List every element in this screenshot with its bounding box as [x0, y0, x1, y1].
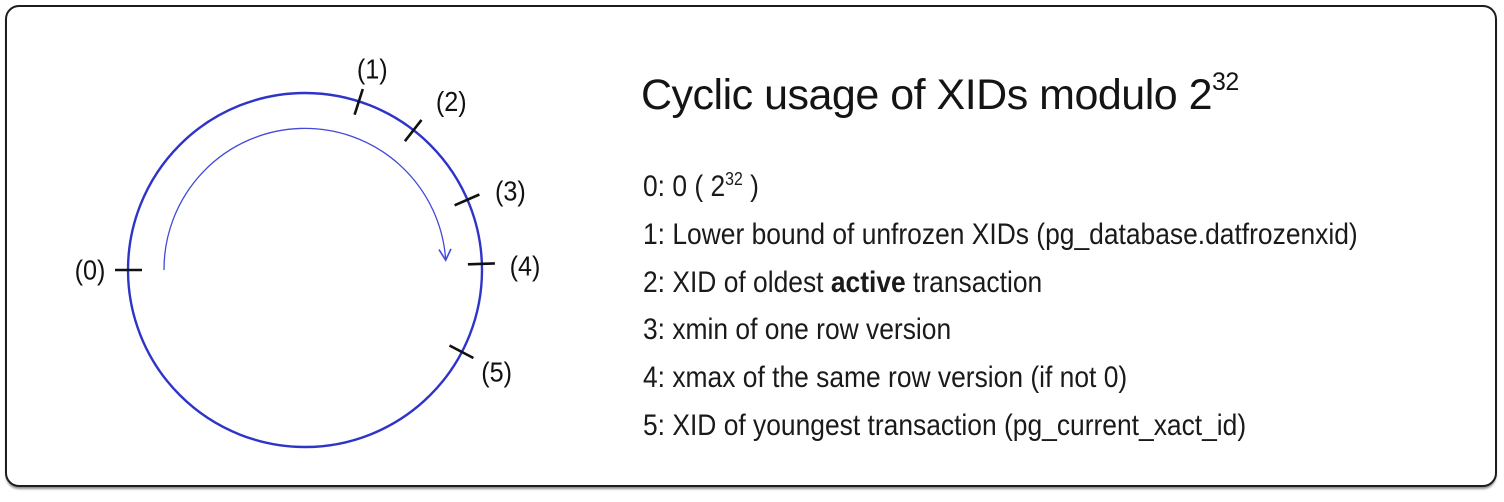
legend-item-3: 3: xmin of one row version: [643, 308, 1358, 356]
legend-item-text: 5: XID of youngest transaction (pg_curre…: [643, 408, 1247, 442]
page-title-text: Cyclic usage of XIDs modulo 2: [641, 71, 1213, 119]
legend-item-2: 2: XID of oldest active transaction: [643, 261, 1358, 309]
legend-item-4: 4: xmax of the same row version (if not …: [643, 356, 1358, 404]
tick-mark: [454, 193, 480, 207]
tick-mark: [467, 262, 495, 266]
cycle-direction-arrow: [163, 127, 452, 271]
tick-label: (1): [357, 53, 388, 85]
legend-item-text: 4: xmax of the same row version (if not …: [643, 361, 1128, 395]
legend-list: 0: 0 ( 232 ) 1: Lower bound of unfrozen …: [643, 165, 1358, 452]
legend-item-text: 2: XID of oldest: [643, 265, 831, 299]
legend-item-text: transaction: [905, 265, 1043, 299]
xid-cycle-circle: [126, 91, 484, 449]
tick-mark: [448, 344, 475, 360]
diagram-card: [5, 5, 1497, 487]
tick-label: (4): [510, 250, 541, 282]
xid-cycle-diagram: (0) (1) (2) (3) (4) (5): [75, 53, 541, 449]
legend-item-exponent: 32: [725, 169, 743, 190]
legend-item-text: 3: xmin of one row version: [643, 313, 952, 347]
tick-label: (3): [495, 175, 526, 207]
legend-item-1: 1: Lower bound of unfrozen XIDs (pg_data…: [643, 213, 1358, 261]
legend-item-0: 0: 0 ( 232 ): [643, 165, 1358, 213]
page-title: Cyclic usage of XIDs modulo 232: [641, 68, 1239, 120]
tick-label: (5): [481, 356, 512, 388]
tick-label: (0): [75, 254, 106, 286]
tick-mark: [403, 119, 423, 142]
legend-item-text: 0: 0 ( 2: [643, 170, 726, 203]
page-title-exponent: 32: [1212, 68, 1239, 97]
legend-item-5: 5: XID of youngest transaction (pg_curre…: [643, 404, 1358, 452]
legend-item-text: 1: Lower bound of unfrozen XIDs (pg_data…: [643, 217, 1358, 251]
legend-item-bold: active: [830, 265, 906, 299]
tick-label: (2): [436, 86, 467, 118]
tick-mark: [353, 88, 365, 116]
tick-marks-layer: (0) (1) (2) (3) (4) (5): [75, 53, 541, 387]
legend-item-text: ): [742, 170, 759, 203]
